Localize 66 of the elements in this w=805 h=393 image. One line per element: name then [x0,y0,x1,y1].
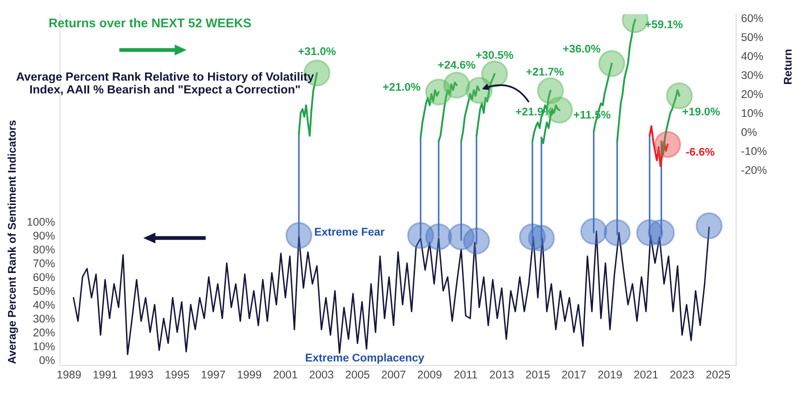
point [481,60,508,88]
y-axis-title: Average Percent Rank of Sentiment Indicators [8,120,18,364]
y2-axis-title: Return [784,50,792,84]
x-tick-label: 2013 [490,370,514,379]
point [654,130,682,158]
annotation: Extreme Fear [314,228,384,236]
y2-tick-label: 0% [741,128,757,136]
point [604,219,631,246]
y2-tick-label: 20% [742,90,763,98]
y2-tick-label: -10% [742,147,767,156]
x-tick-label: 2023 [670,370,694,379]
y-tick-label: 60% [33,273,55,282]
chart-title: Returns over the NEXT 52 WEEKS [49,18,251,28]
y-tick-label: 70% [33,259,55,268]
y-tick-label: 10% [34,342,55,350]
y-tick-label: 30% [33,314,55,323]
y-tick-label: 100% [28,218,55,226]
y2-tick-label: -20% [742,166,767,174]
x-tick-label: 2011 [454,370,478,379]
point [528,224,555,252]
y2-tick-label: 50% [741,33,763,42]
y-tick-label: 50% [33,287,55,295]
data-label: +21.7% [526,68,564,76]
point [463,228,490,254]
data-label: -6.6% [686,148,714,156]
x-tick-label: 2019 [598,370,622,379]
point [443,72,470,99]
point [580,218,608,245]
y-tick-label: 0% [39,356,55,364]
y2-tick-label: 60% [742,14,763,22]
x-tick-label: 1995 [166,370,190,379]
data-label: +21.0% [383,82,420,91]
point [696,212,723,240]
x-tick-label: 1993 [130,370,153,379]
data-label: +30.5% [476,51,514,59]
data-label: +24.6% [438,60,476,69]
point [666,82,693,110]
point [285,222,312,249]
x-tick-label: 2003 [310,370,334,379]
x-tick-label: 2009 [418,370,442,379]
y2-tick-label: 30% [741,71,763,80]
x-tick-label: 2007 [382,370,406,379]
y2-tick-label: 10% [742,109,763,118]
x-tick-label: 2005 [346,370,370,379]
x-tick-label: 2017 [562,370,586,379]
y-tick-label: 90% [33,232,55,240]
x-tick-label: 1999 [238,370,262,379]
y2-tick-label: 40% [741,52,763,60]
data-label: +31.0% [298,47,336,56]
point [466,76,493,104]
data-label: +59.1% [645,20,683,28]
y-tick-label: 80% [33,246,55,254]
x-tick-label: 2025 [706,370,730,379]
point [648,219,675,246]
text: Average Percent Rank Relative to History of Volatility Index, AAII % Bearish and "Expect a Correction" [16,72,314,96]
x-tick-label: 1989 [57,370,81,379]
annotation: Extreme Complacency [306,353,424,364]
y-tick-label: 40% [33,300,55,309]
x-tick-label: 2001 [274,370,298,379]
x-tick-label: 2015 [526,370,550,379]
x-tick-label: 1997 [202,370,226,379]
y-tick-label: 20% [33,328,55,336]
data-label: +36.0% [563,44,600,53]
x-tick-label: 2021 [634,370,658,379]
data-label: +19.0% [682,108,720,116]
x-tick-label: 1991 [94,370,117,379]
